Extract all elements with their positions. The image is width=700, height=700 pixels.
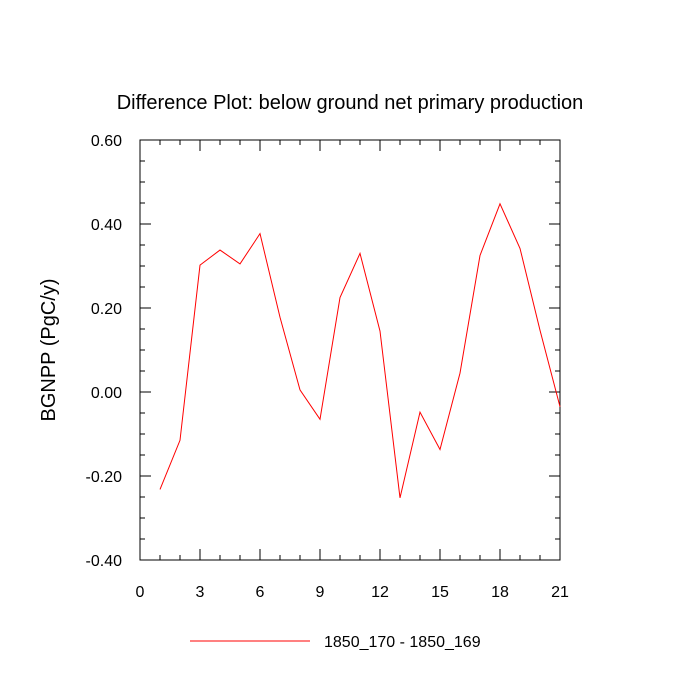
legend-label: 1850_170 - 1850_169 — [324, 634, 481, 651]
x-axis-ticks: 0 3 6 9 12 15 18 21 — [136, 140, 569, 601]
plot-axes — [139, 139, 561, 561]
x-tick-label: 18 — [491, 584, 509, 601]
x-tick-label: 3 — [196, 584, 205, 601]
x-tick-label: 21 — [551, 584, 569, 601]
plot-frame — [139, 139, 561, 561]
y-tick-label: -0.20 — [86, 469, 123, 486]
y-axis-ticks: -0.40 -0.20 0.00 0.20 0.40 0.60 — [86, 133, 560, 570]
y-tick-label: 0.20 — [91, 301, 122, 318]
x-tick-label: 12 — [371, 584, 389, 601]
x-tick-label: 15 — [431, 584, 449, 601]
y-tick-label: 0.00 — [91, 385, 122, 402]
x-tick-label: 9 — [316, 584, 325, 601]
x-tick-label: 6 — [256, 584, 265, 601]
series-layer — [159, 202, 561, 498]
y-tick-label: 0.60 — [91, 133, 122, 150]
x-tick-label: 0 — [136, 584, 145, 601]
chart-title: Difference Plot: below ground net primar… — [117, 92, 584, 114]
legend: 1850_170 - 1850_169 — [190, 634, 481, 651]
y-axis-label: BGNPP (PgC/y) — [38, 279, 60, 422]
y-tick-label: 0.40 — [91, 217, 122, 234]
y-tick-label: -0.40 — [86, 553, 123, 570]
series-line — [159, 202, 561, 498]
